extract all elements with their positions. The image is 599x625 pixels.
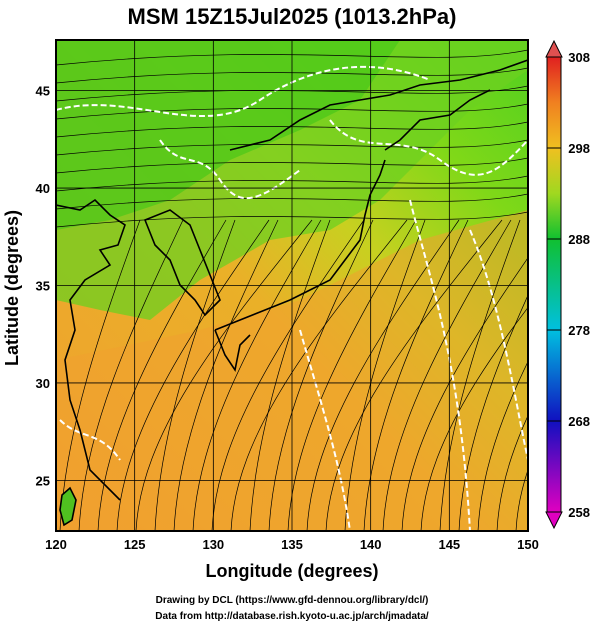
streamline — [154, 219, 236, 531]
coastline — [56, 59, 528, 527]
streamline — [306, 219, 460, 531]
x-tick-labels: 120 125 130 135 140 145 150 — [45, 537, 539, 552]
y-tick-label: 40 — [36, 181, 50, 196]
y-tick-labels: 25 30 35 40 45 — [36, 84, 50, 489]
x-tick-label: 150 — [517, 537, 539, 552]
y-tick-label: 30 — [36, 376, 50, 391]
colorbar-tick-label: 258 — [568, 505, 590, 520]
streamline — [325, 219, 503, 531]
x-tick-label: 145 — [438, 537, 460, 552]
streamline — [439, 219, 521, 531]
streamline — [230, 219, 408, 531]
cool-core — [56, 40, 400, 230]
grid-lines — [56, 40, 528, 531]
streamline — [56, 157, 528, 174]
chart-title: MSM 15Z15Jul2025 (1013.2hPa) — [128, 4, 457, 29]
x-tick-label: 120 — [45, 537, 67, 552]
streamline — [56, 211, 528, 228]
streamline — [97, 219, 227, 531]
streamline — [135, 219, 313, 531]
streamline — [268, 219, 374, 531]
streamline — [56, 175, 528, 192]
x-tick-label: 130 — [202, 537, 224, 552]
streamline — [173, 219, 279, 531]
streamline — [116, 219, 270, 531]
streamline — [56, 193, 528, 210]
streamline — [420, 306, 528, 531]
streamline — [249, 219, 331, 531]
streamline — [515, 468, 528, 531]
colorbar-tick-label: 288 — [568, 232, 590, 247]
streamline — [477, 360, 528, 531]
colorbar-tick-label: 308 — [568, 50, 590, 65]
credit-drawing: Drawing by DCL (https://www.gfd-dennou.o… — [156, 595, 429, 606]
streamline — [59, 219, 141, 531]
streamline — [363, 219, 469, 531]
streamline — [382, 219, 512, 531]
x-tick-label: 140 — [360, 537, 382, 552]
streamline — [535, 220, 599, 531]
credit-data: Data from http://database.rish.kyoto-u.a… — [155, 611, 429, 622]
streamline — [56, 121, 528, 138]
colorbar-top-arrow — [545, 39, 563, 58]
y-tick-label: 45 — [36, 84, 50, 99]
colorbar-gradient — [546, 56, 562, 513]
streamline — [458, 294, 528, 531]
y-tick-label: 35 — [36, 279, 50, 294]
x-axis-label: Longitude (degrees) — [205, 561, 378, 581]
streamline — [401, 257, 528, 531]
colorbar-tick-label: 278 — [568, 323, 590, 338]
colorbar-bottom-arrow — [545, 511, 563, 530]
streamline — [56, 49, 528, 66]
streamline — [56, 139, 528, 156]
streamline — [287, 219, 417, 531]
streamline — [344, 219, 426, 531]
y-tick-label: 25 — [36, 473, 50, 488]
colorbar-tick-label: 268 — [568, 414, 590, 429]
streamlines — [56, 49, 599, 531]
streamline — [78, 219, 184, 531]
x-tick-label: 125 — [124, 537, 146, 552]
colorbar: 308 298 288 278 268 258 — [545, 39, 590, 530]
streamline — [211, 219, 365, 531]
streamline — [192, 219, 322, 531]
x-tick-label: 135 — [281, 537, 303, 552]
streamline — [496, 414, 528, 531]
y-axis-label: Latitude (degrees) — [2, 210, 22, 366]
colorbar-tick-label: 298 — [568, 141, 590, 156]
plot-frame — [55, 39, 529, 532]
streamline — [56, 103, 528, 120]
isotherms — [56, 65, 528, 531]
